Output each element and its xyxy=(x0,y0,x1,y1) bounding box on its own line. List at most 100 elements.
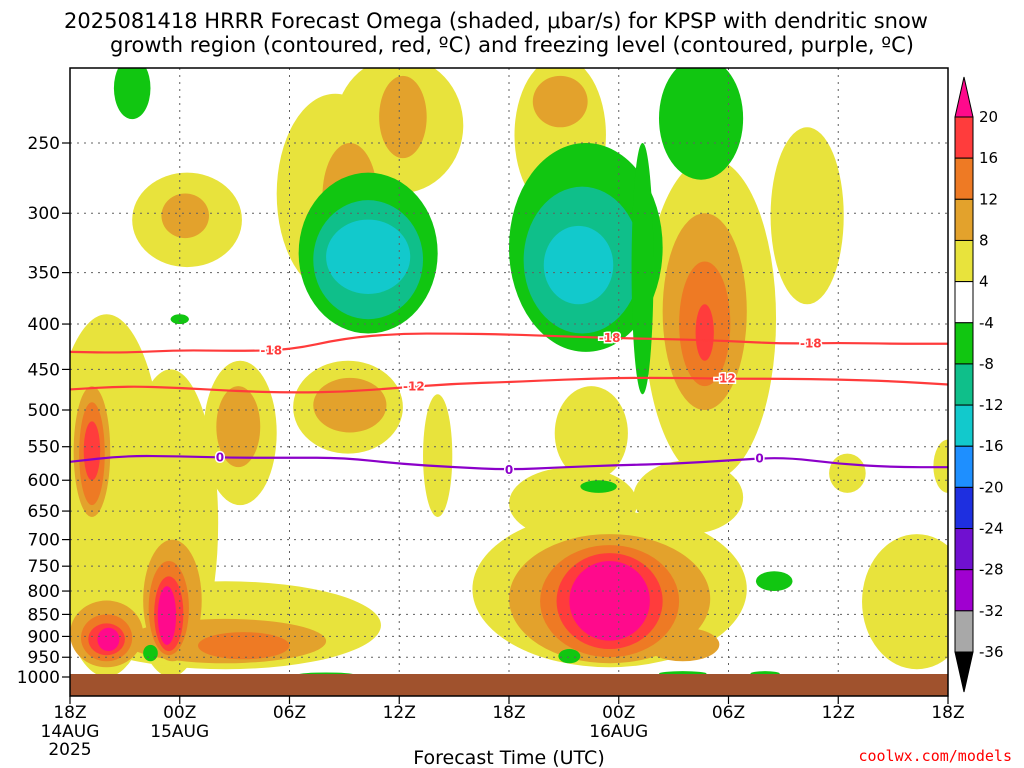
omega-pink-core xyxy=(97,627,120,652)
colorbar-bottom-triangle xyxy=(954,651,974,693)
contour-line xyxy=(70,454,948,471)
y-axis-ticks: 250 300 350 400 450 500 550 600 650 700 750 800 8509… xyxy=(17,134,70,688)
omega-pink-core xyxy=(569,561,650,641)
y-tick-label: 550 xyxy=(28,438,60,458)
y-tick-label: 650 xyxy=(28,502,60,522)
colorbar-tick-label: -20 xyxy=(979,478,1004,496)
colorbar-band xyxy=(954,198,974,241)
contour-label: -12 xyxy=(403,380,425,394)
y-tick-label: 450 xyxy=(28,360,60,380)
x-tick-label: 12Z xyxy=(383,703,416,723)
omega-yellow-region xyxy=(862,534,948,670)
colorbar-tick-label: -36 xyxy=(979,643,1004,661)
y-tick-label: 800 xyxy=(28,582,60,602)
colorbar-band xyxy=(954,322,974,365)
y-tick-label: 500 xyxy=(28,401,60,421)
omega-yellow-region xyxy=(633,460,744,535)
contour-label: -12 xyxy=(714,372,736,386)
omega-pink-core xyxy=(157,586,177,645)
colorbar-band xyxy=(954,528,974,571)
colorbar-tick-label: -28 xyxy=(979,561,1004,579)
contour-label: 0 xyxy=(216,450,224,464)
colorbar-band xyxy=(954,239,974,283)
colorbar-band xyxy=(954,610,974,653)
colorbar-tick-label: -32 xyxy=(979,602,1004,620)
y-tick-label: 850 xyxy=(28,605,60,625)
omega-green-region xyxy=(558,649,581,664)
omega-green-region xyxy=(143,644,158,662)
y-tick-label: 400 xyxy=(28,315,60,335)
contour-label: 0 xyxy=(755,452,763,466)
y-tick-label: 750 xyxy=(28,557,60,577)
colorbar-band xyxy=(954,157,974,200)
colorbar-band xyxy=(954,116,974,159)
colorbar-top-triangle xyxy=(954,76,974,118)
y-tick-label: 900 xyxy=(28,627,60,647)
x-tick-label: 18Z xyxy=(492,703,525,723)
omega-yellow-region xyxy=(829,453,866,493)
y-tick-label: 300 xyxy=(28,204,60,224)
omega-orange-region xyxy=(198,632,290,660)
omega-red-region xyxy=(83,421,101,481)
colorbar-tick-label: -24 xyxy=(979,520,1004,538)
x-tick-date-label: 15AUG xyxy=(150,722,209,742)
omega-yellow-region xyxy=(508,467,638,540)
contour-line xyxy=(70,332,948,354)
colorbar-band xyxy=(954,404,974,447)
omega-yellow-region xyxy=(770,127,844,305)
colorbar-tick-label: -4 xyxy=(979,314,994,332)
y-tick-label: 250 xyxy=(28,134,60,154)
y-tick-label: 600 xyxy=(28,471,60,491)
colorbar-band xyxy=(954,486,974,530)
omega-green-region xyxy=(755,571,793,592)
x-tick-label: 18Z xyxy=(53,703,86,723)
omega-cyan-region xyxy=(326,219,411,295)
x-tick-year-label: 2025 xyxy=(48,740,91,760)
colorbar-tick-label: -8 xyxy=(979,355,994,373)
credit-text: coolwx.com/models xyxy=(858,747,1012,765)
contour-label: -18 xyxy=(599,331,621,345)
ground-surface xyxy=(70,674,948,696)
contour-lines: -18 -18 -18 -12 -12 0 0 0 xyxy=(70,329,948,478)
omega-yellow-region xyxy=(423,394,453,517)
omega-amber-region xyxy=(379,75,427,159)
omega-green-region xyxy=(580,480,617,493)
chart-title-line2: growth region (contoured, red, ºC) and f… xyxy=(110,33,914,57)
omega-green-region xyxy=(170,314,189,325)
contour-line xyxy=(70,376,948,394)
omega-green-region xyxy=(631,143,654,395)
omega-green-region xyxy=(113,68,151,120)
colorbar-tick-label: -16 xyxy=(979,437,1004,455)
x-tick-date-label: 16AUG xyxy=(589,722,648,742)
x-tick-label: 06Z xyxy=(273,703,306,723)
omega-amber-region xyxy=(313,377,387,433)
omega-shading xyxy=(70,68,948,677)
x-tick-label: 00Z xyxy=(163,703,196,723)
colorbar-tick-label: 16 xyxy=(979,149,998,167)
y-tick-label: 1000 xyxy=(17,668,60,688)
omega-amber-region xyxy=(216,386,261,468)
colorbar: 20 16 12 8 4 -4 -8 -12 -16 -20 -24 -28 -32 -36 xyxy=(954,76,1004,693)
x-tick-label: 18Z xyxy=(931,703,964,723)
x-tick-label: 06Z xyxy=(712,703,745,723)
colorbar-band xyxy=(954,445,974,488)
chart-title-line1: 2025081418 HRRR Forecast Omega (shaded, … xyxy=(64,9,928,33)
contour-label: -18 xyxy=(260,343,282,357)
omega-amber-region xyxy=(161,193,210,239)
x-tick-label: 12Z xyxy=(822,703,855,723)
colorbar-tick-label: 4 xyxy=(979,273,989,291)
x-axis-label: Forecast Time (UTC) xyxy=(413,747,604,768)
x-tick-date-label: 14AUG xyxy=(41,722,100,742)
colorbar-tick-label: 8 xyxy=(979,231,989,249)
colorbar-tick-label: -12 xyxy=(979,396,1004,414)
contour-label: 0 xyxy=(505,463,513,477)
y-tick-label: 350 xyxy=(28,264,60,284)
colorbar-band xyxy=(954,569,974,612)
colorbar-tick-label: 20 xyxy=(979,108,998,126)
colorbar-band xyxy=(954,281,974,324)
omega-red-region xyxy=(695,304,714,361)
y-tick-label: 700 xyxy=(28,531,60,551)
omega-amber-region xyxy=(532,75,588,128)
